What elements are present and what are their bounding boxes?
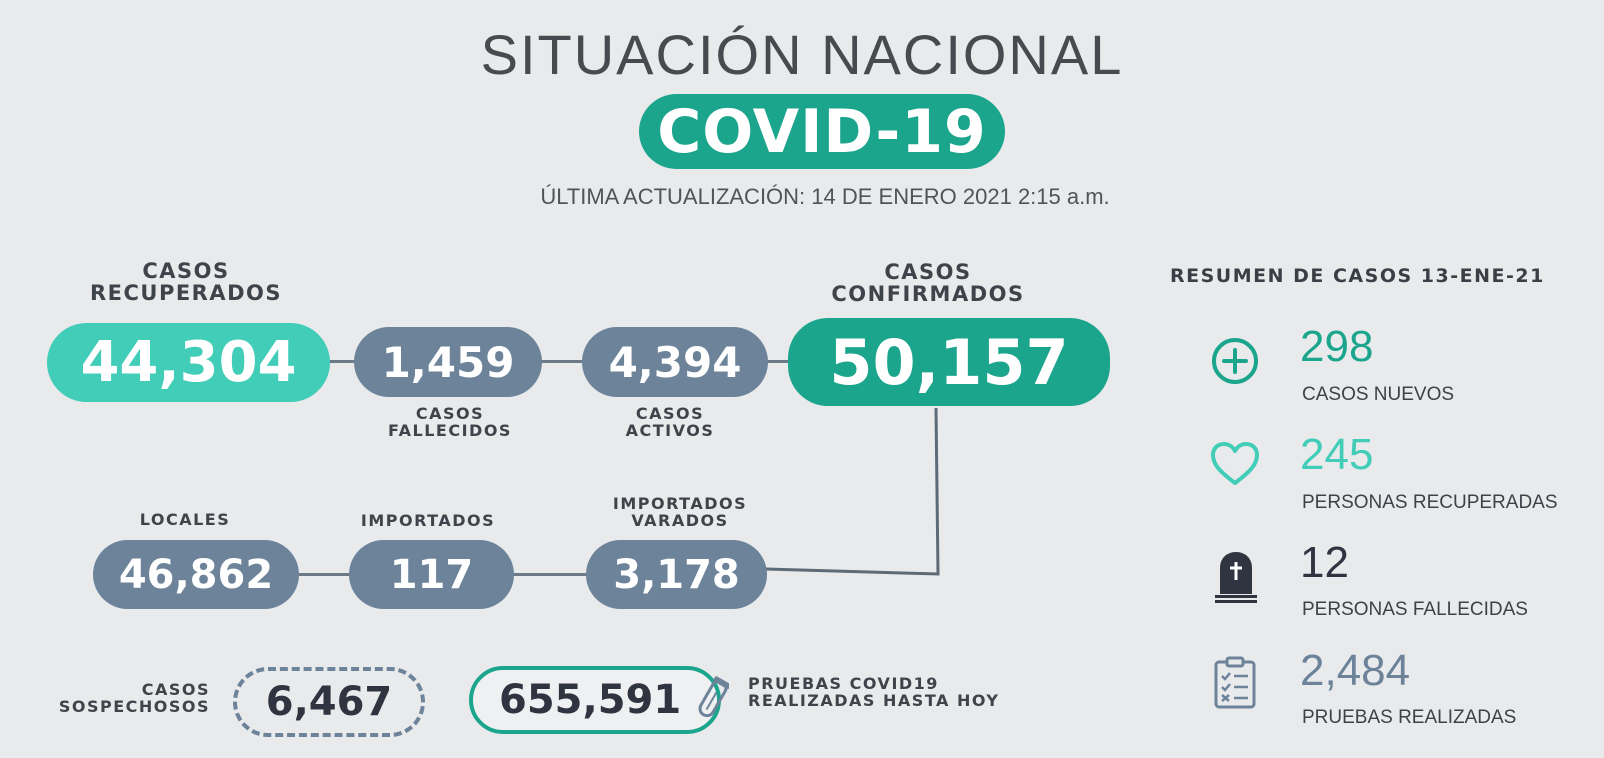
sospechosos-label-line2: SOSPECHOSOS — [58, 696, 210, 716]
summary-value-recuperadas: 245 — [1300, 430, 1374, 479]
sospechosos-label-line1: CASOS — [141, 680, 210, 699]
fallecidos-label: CASOS FALLECIDOS — [360, 404, 540, 440]
summary-value-pruebas: 2,484 — [1300, 646, 1411, 695]
connector-line — [511, 573, 587, 576]
recuperados-label-line2: RECUPERADOS — [89, 281, 283, 306]
varados-label-line2: VARADOS — [631, 510, 729, 530]
test-tube-icon — [695, 675, 730, 725]
locales-label: LOCALES — [139, 510, 231, 529]
pruebas-pill: 655,591 — [469, 666, 730, 734]
pruebas-label: PRUEBAS COVID19 REALIZADAS HASTA HOY — [748, 674, 1028, 710]
page-title: SITUACIÓN NACIONAL — [480, 23, 1124, 86]
covid-badge: COVID-19 — [639, 94, 1005, 169]
clipboard-icon — [1213, 656, 1257, 710]
connector-line — [540, 360, 582, 363]
summary-value-fallecidas: 12 — [1300, 538, 1349, 587]
confirmados-value: 50,157 — [788, 318, 1110, 406]
confirmados-label-line2: CONFIRMADOS — [831, 282, 1025, 307]
activos-label-line1: CASOS — [635, 404, 705, 423]
summary-title: RESUMEN DE CASOS 13-ENE-21 — [1170, 265, 1545, 287]
activos-value: 4,394 — [582, 327, 768, 397]
fallecidos-label-line1: CASOS — [415, 404, 485, 423]
recuperados-value: 44,304 — [47, 323, 330, 402]
sospechosos-label: CASOS SOSPECHOSOS — [55, 680, 210, 716]
varados-label-line1: IMPORTADOS — [612, 494, 748, 513]
importados-value: 117 — [349, 540, 514, 609]
tombstone-icon — [1212, 548, 1260, 604]
recuperados-label: CASOS RECUPERADOS — [66, 260, 306, 304]
confirmados-label-line1: CASOS — [884, 260, 972, 284]
plus-circle-icon — [1210, 336, 1260, 386]
pruebas-label-line2: REALIZADAS HASTA HOY — [748, 690, 1000, 710]
recuperados-label-line1: CASOS — [142, 259, 230, 283]
pruebas-value: 655,591 — [499, 677, 682, 723]
locales-value: 46,862 — [93, 540, 299, 609]
pruebas-label-line1: PRUEBAS COVID19 — [748, 674, 939, 693]
activos-label: CASOS ACTIVOS — [580, 404, 760, 440]
activos-label-line2: ACTIVOS — [625, 420, 715, 440]
summary-label-fallecidas: PERSONAS FALLECIDAS — [1302, 599, 1528, 620]
fallecidos-value: 1,459 — [354, 327, 542, 397]
fallecidos-label-line2: FALLECIDOS — [388, 420, 512, 440]
elbow-connector — [765, 407, 940, 576]
varados-label: IMPORTADOS VARADOS — [590, 494, 770, 530]
varados-value: 3,178 — [586, 540, 767, 609]
summary-label-recuperadas: PERSONAS RECUPERADAS — [1302, 492, 1558, 513]
connector-line — [296, 573, 352, 576]
connector-line — [766, 360, 788, 363]
summary-value-nuevos: 298 — [1300, 322, 1374, 371]
heart-icon — [1209, 440, 1261, 488]
importados-label: IMPORTADOS — [360, 511, 496, 530]
last-updated: ÚLTIMA ACTUALIZACIÓN: 14 DE ENERO 2021 2… — [540, 184, 1110, 209]
connector-line — [326, 360, 356, 363]
summary-label-nuevos: CASOS NUEVOS — [1302, 384, 1455, 405]
summary-label-pruebas: PRUEBAS REALIZADAS — [1302, 707, 1517, 728]
sospechosos-value: 6,467 — [233, 667, 425, 737]
confirmados-label: CASOS CONFIRMADOS — [808, 261, 1048, 305]
